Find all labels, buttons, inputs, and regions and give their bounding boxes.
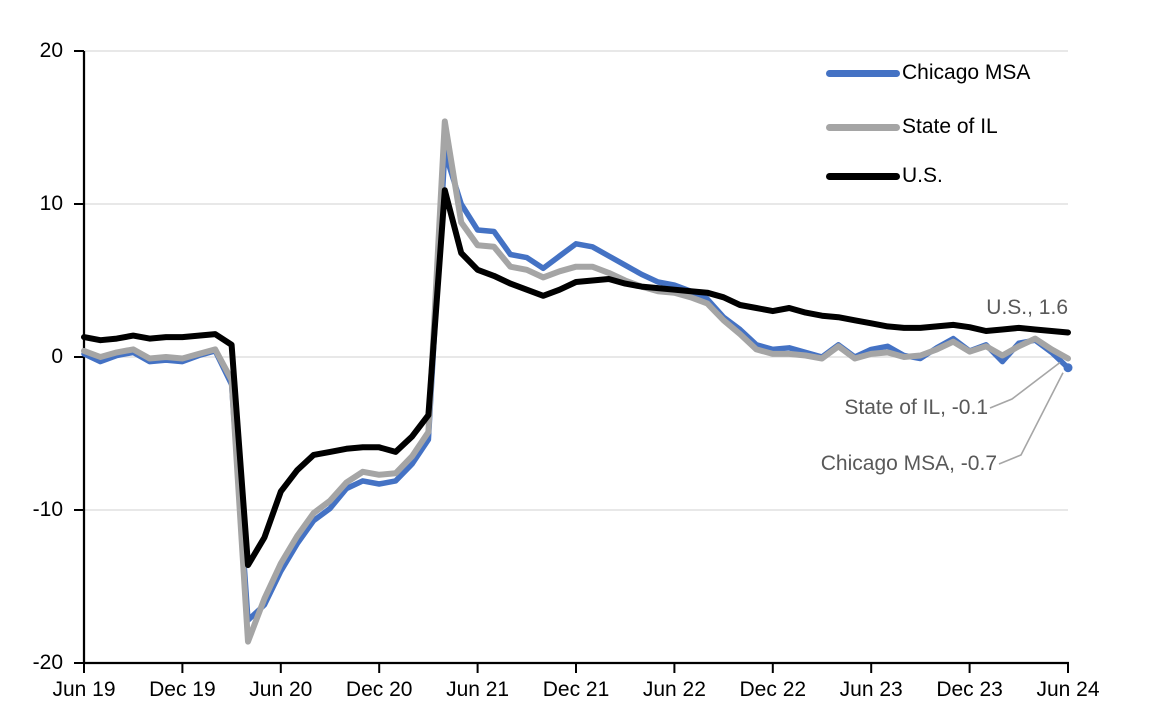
- y-tick-label: 0: [51, 345, 63, 368]
- x-tick-label: Dec 21: [542, 678, 610, 701]
- leader-line-state-of-il: [989, 361, 1061, 409]
- legend-item-chicago-msa: Chicago MSA: [826, 59, 1030, 87]
- legend-item-u-s-: U.S.: [826, 162, 943, 190]
- legend-swatch: [826, 69, 900, 77]
- series-line-u-s-: [81, 187, 1071, 569]
- x-tick-label: Dec 20: [345, 678, 413, 701]
- x-tick-label: Jun 20: [249, 678, 313, 701]
- y-tick-label: 20: [39, 39, 63, 62]
- annotation-state-of-il: State of IL, -0.1: [844, 396, 988, 419]
- legend-label: State of IL: [902, 115, 998, 138]
- legend-swatch: [826, 123, 900, 131]
- legend-label: U.S.: [902, 164, 943, 187]
- x-tick-label: Jun 23: [839, 678, 903, 701]
- x-tick-label: Jun 21: [446, 678, 510, 701]
- x-tick-label: Jun 19: [52, 678, 116, 701]
- x-tick-label: Jun 24: [1036, 678, 1100, 701]
- legend-swatch: [826, 172, 900, 180]
- series-line-state-of-il: [81, 118, 1071, 645]
- annotation-u-s-: U.S., 1.6: [986, 296, 1068, 319]
- y-tick-label: -10: [32, 498, 63, 521]
- annotation-chicago-msa: Chicago MSA, -0.7: [820, 452, 997, 475]
- x-tick-label: Dec 23: [936, 678, 1003, 701]
- legend-label: Chicago MSA: [902, 61, 1031, 84]
- x-tick-label: Dec 19: [149, 678, 216, 701]
- legend-item-state-of-il: State of IL: [826, 113, 998, 141]
- x-tick-label: Dec 22: [739, 678, 807, 701]
- series-end-dot: [1063, 363, 1073, 373]
- x-tick-label: Jun 22: [642, 678, 706, 701]
- y-tick-label: 10: [39, 192, 63, 215]
- leader-line-chicago-msa: [998, 372, 1064, 465]
- y-tick-label: -20: [32, 651, 63, 674]
